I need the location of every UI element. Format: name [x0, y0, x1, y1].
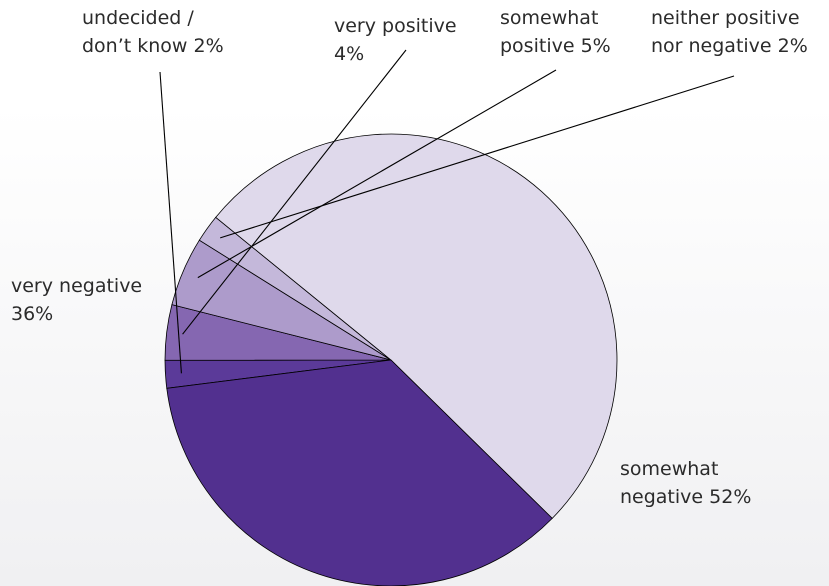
slice-very-negative [166, 359, 553, 586]
leader-line-somewhat-positive [197, 69, 557, 279]
slice-somewhat-negative [215, 133, 618, 519]
label-somewhat-negative: somewhat negative 52% [620, 458, 752, 508]
leader-line-neither [220, 75, 735, 239]
leader-line-very-positive [182, 49, 407, 335]
label-neither: neither positive nor negative 2% [651, 7, 808, 57]
label-undecided: undecided / don’t know 2% [82, 7, 224, 57]
label-somewhat-positive: somewhat positive 5% [500, 7, 611, 57]
label-very-positive: very positive 4% [334, 15, 457, 65]
label-very-negative: very negative 36% [11, 275, 143, 325]
leader-line-undecided [159, 71, 182, 374]
